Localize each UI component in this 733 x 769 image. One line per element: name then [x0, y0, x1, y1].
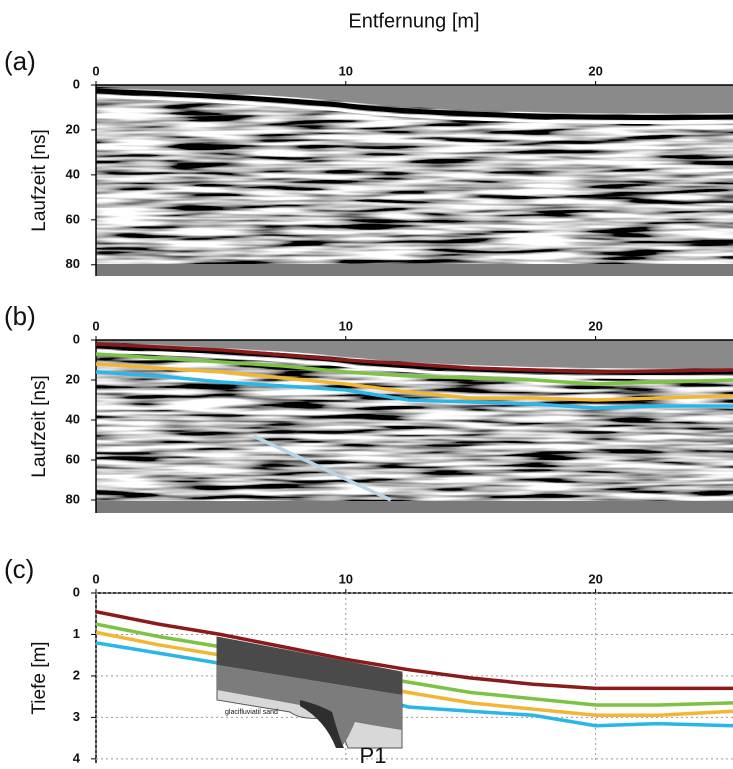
panel-label: (b) — [4, 301, 36, 331]
horizon-line — [96, 641, 733, 728]
x-tick-label: 20 — [588, 318, 602, 333]
horizon-line — [96, 622, 733, 707]
y-tick-label: 80 — [66, 491, 80, 506]
x-tick-label: 10 — [339, 63, 353, 78]
annotation: P1 — [360, 743, 387, 768]
direct-wave — [96, 88, 733, 120]
y-tick-label: 20 — [66, 371, 80, 386]
horizon-line — [96, 370, 733, 410]
panel-label: (c) — [4, 554, 34, 584]
x-tick-label: 20 — [588, 571, 602, 586]
y-tick-label: 0 — [73, 331, 80, 346]
horizon-line — [96, 352, 733, 386]
y-tick-label: 0 — [73, 584, 80, 599]
y-axis-title: Laufzeit [ns] — [29, 129, 50, 231]
y-tick-label: 3 — [73, 709, 80, 724]
y-tick-label: 60 — [66, 451, 80, 466]
panel-label: (a) — [4, 46, 36, 76]
bottom-band — [96, 264, 733, 276]
inset-profile — [216, 636, 403, 749]
x-tick-label: 0 — [92, 318, 99, 333]
x-axis-title: Entfernung [m] — [348, 10, 479, 32]
radargram-image — [96, 340, 733, 513]
air-layer — [96, 340, 733, 369]
x-tick-label: 20 — [588, 63, 602, 78]
air-layer — [96, 85, 733, 114]
y-tick-label: 40 — [66, 166, 80, 181]
horizon-line — [96, 342, 733, 374]
horizon-line — [96, 630, 733, 718]
inset-channel — [300, 700, 344, 748]
radargram — [96, 85, 733, 276]
radargram — [96, 340, 733, 513]
horizon-line — [96, 609, 733, 691]
y-tick-label: 80 — [66, 256, 80, 271]
x-tick-label: 10 — [339, 318, 353, 333]
y-tick-label: 60 — [66, 211, 80, 226]
x-tick-label: 0 — [92, 63, 99, 78]
inset-top — [217, 637, 402, 695]
y-tick-label: 40 — [66, 411, 80, 426]
y-tick-label: 4 — [73, 750, 81, 765]
direct-wave-white — [96, 349, 733, 379]
y-tick-label: 20 — [66, 121, 80, 136]
y-axis-title: Laufzeit [ns] — [29, 375, 50, 477]
y-tick-label: 0 — [73, 76, 80, 91]
y-tick-label: 2 — [73, 667, 80, 682]
y-tick-label: 1 — [73, 626, 80, 641]
annotation: glacifluviatil sand — [225, 709, 278, 716]
horizon-line — [96, 362, 733, 402]
x-tick-label: 0 — [92, 571, 99, 586]
bottom-band — [96, 501, 733, 513]
direct-wave-white — [96, 94, 733, 124]
horizon-line — [252, 434, 392, 502]
x-tick-label: 10 — [339, 571, 353, 586]
y-axis-title: Tiefe [m] — [29, 641, 50, 714]
